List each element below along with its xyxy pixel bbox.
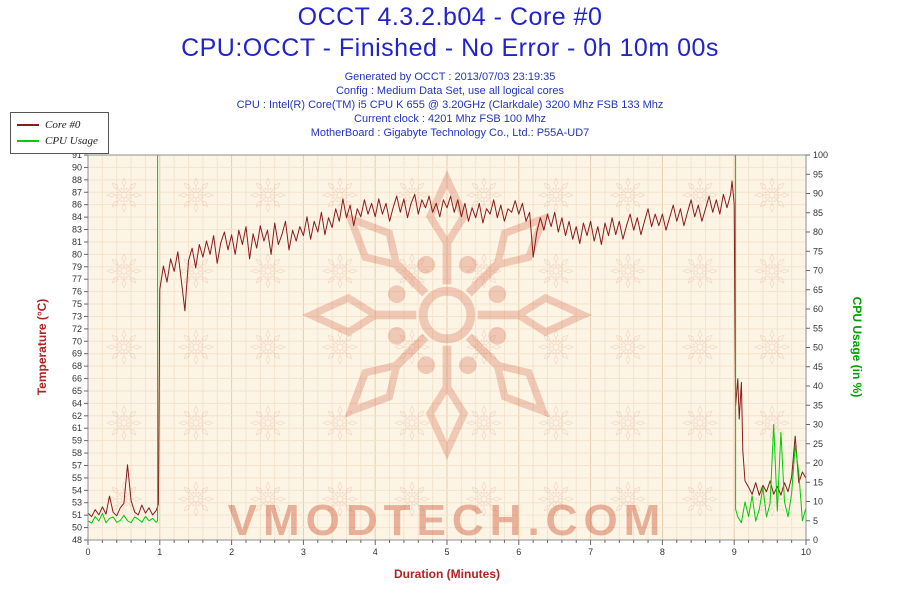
svg-text:9: 9 <box>732 547 737 557</box>
svg-text:80: 80 <box>813 227 823 237</box>
svg-text:1: 1 <box>157 547 162 557</box>
svg-text:72: 72 <box>72 324 82 334</box>
svg-text:4: 4 <box>373 547 378 557</box>
svg-text:80: 80 <box>72 249 82 259</box>
svg-text:86: 86 <box>72 200 82 210</box>
svg-text:15: 15 <box>813 477 823 487</box>
svg-text:62: 62 <box>72 411 82 421</box>
svg-text:76: 76 <box>72 287 82 297</box>
svg-text:60: 60 <box>813 304 823 314</box>
svg-text:77: 77 <box>72 274 82 284</box>
svg-text:5: 5 <box>813 516 818 526</box>
meta-info: Generated by OCCT : 2013/07/03 23:19:35 … <box>0 70 900 140</box>
svg-text:5: 5 <box>444 547 449 557</box>
svg-text:91: 91 <box>72 150 82 160</box>
svg-text:35: 35 <box>813 400 823 410</box>
svg-text:30: 30 <box>813 420 823 430</box>
svg-text:0: 0 <box>85 547 90 557</box>
svg-text:10: 10 <box>813 497 823 507</box>
svg-text:88: 88 <box>72 175 82 185</box>
svg-text:66: 66 <box>72 374 82 384</box>
page-title: OCCT 4.3.2.b04 - Core #0 <box>297 3 603 31</box>
svg-text:0: 0 <box>813 535 818 545</box>
meta-line-motherboard: MotherBoard : Gigabyte Technology Co., L… <box>310 127 590 139</box>
svg-text:50: 50 <box>813 343 823 353</box>
svg-text:68: 68 <box>72 361 82 371</box>
svg-text:59: 59 <box>72 436 82 446</box>
legend-line-sample-cpu-usage <box>17 140 39 142</box>
svg-text:85: 85 <box>813 208 823 218</box>
svg-text:VMODTECH.COM: VMODTECH.COM <box>228 496 667 545</box>
meta-line-cpu: CPU : Intel(R) Core(TM) i5 CPU K 655 @ 3… <box>236 99 664 111</box>
svg-text:8: 8 <box>660 547 665 557</box>
svg-text:25: 25 <box>813 439 823 449</box>
svg-text:90: 90 <box>72 162 82 172</box>
svg-text:2: 2 <box>229 547 234 557</box>
svg-text:7: 7 <box>588 547 593 557</box>
meta-line-generated: Generated by OCCT : 2013/07/03 23:19:35 <box>344 71 556 83</box>
svg-text:90: 90 <box>813 189 823 199</box>
svg-text:81: 81 <box>72 237 82 247</box>
svg-text:Temperature (°C): Temperature (°C) <box>35 299 49 396</box>
svg-text:75: 75 <box>72 299 82 309</box>
legend-label-cpu-usage: CPU Usage <box>45 135 98 147</box>
svg-text:48: 48 <box>72 535 82 545</box>
svg-text:83: 83 <box>72 225 82 235</box>
svg-text:95: 95 <box>813 169 823 179</box>
svg-text:65: 65 <box>72 386 82 396</box>
svg-text:69: 69 <box>72 349 82 359</box>
svg-text:51: 51 <box>72 510 82 520</box>
svg-text:50: 50 <box>72 523 82 533</box>
legend-item-core0: Core #0 <box>17 117 98 133</box>
svg-text:6: 6 <box>516 547 521 557</box>
legend-line-sample-core0 <box>17 124 39 126</box>
svg-text:70: 70 <box>72 336 82 346</box>
svg-text:55: 55 <box>72 473 82 483</box>
svg-text:10: 10 <box>801 547 811 557</box>
svg-text:40: 40 <box>813 381 823 391</box>
legend-item-cpu-usage: CPU Usage <box>17 133 98 149</box>
svg-text:Duration (Minutes): Duration (Minutes) <box>394 567 500 581</box>
svg-text:CPU Usage (in %): CPU Usage (in %) <box>850 297 864 398</box>
svg-text:57: 57 <box>72 460 82 470</box>
svg-text:84: 84 <box>72 212 82 222</box>
svg-text:75: 75 <box>813 246 823 256</box>
svg-text:65: 65 <box>813 285 823 295</box>
svg-text:79: 79 <box>72 262 82 272</box>
svg-text:45: 45 <box>813 362 823 372</box>
svg-text:53: 53 <box>72 498 82 508</box>
svg-text:55: 55 <box>813 323 823 333</box>
svg-text:87: 87 <box>72 187 82 197</box>
svg-text:73: 73 <box>72 311 82 321</box>
svg-text:100: 100 <box>813 150 828 160</box>
svg-text:3: 3 <box>301 547 306 557</box>
svg-text:70: 70 <box>813 266 823 276</box>
meta-line-config: Config : Medium Data Set, use all logica… <box>335 85 565 97</box>
legend: Core #0 CPU Usage <box>10 112 109 154</box>
svg-text:58: 58 <box>72 448 82 458</box>
svg-text:61: 61 <box>72 423 82 433</box>
legend-label-core0: Core #0 <box>45 119 81 131</box>
svg-text:54: 54 <box>72 485 82 495</box>
svg-text:64: 64 <box>72 398 82 408</box>
page-subtitle: CPU:OCCT - Finished - No Error - 0h 10m … <box>181 34 719 62</box>
meta-line-clock: Current clock : 4201 Mhz FSB 100 Mhz <box>354 113 546 125</box>
svg-text:20: 20 <box>813 458 823 468</box>
